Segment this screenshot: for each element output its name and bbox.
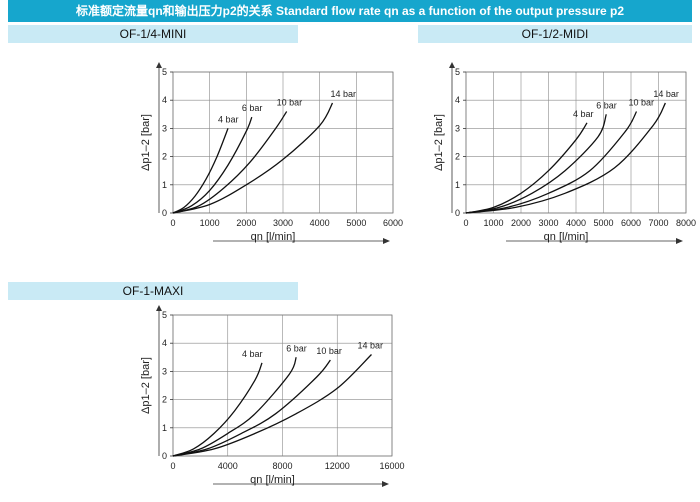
- page-title: 标准额定流量qn和输出压力p2的关系 Standard flow rate qn…: [8, 0, 692, 22]
- x-tick-label: 5000: [346, 218, 366, 228]
- y-tick-label: 2: [455, 152, 460, 162]
- plot-frame: [172, 71, 394, 214]
- series-line: [172, 128, 229, 214]
- x-axis-arrowhead: [676, 238, 683, 244]
- x-tick-label: 12000: [325, 461, 350, 471]
- x-axis-label: qn [l/min]: [250, 474, 295, 486]
- y-tick-label: 1: [455, 180, 460, 190]
- y-axis-label: Δp1–2 [bar]: [140, 357, 152, 414]
- x-axis-label: qn [l/min]: [544, 231, 589, 243]
- x-tick-label: 2000: [511, 218, 531, 228]
- series-line: [172, 102, 334, 214]
- y-tick-label: 4: [455, 95, 460, 105]
- y-axis-label: Δp1–2 [bar]: [433, 114, 445, 171]
- series-label: 4 bar: [573, 109, 594, 119]
- chart-midi: 0 1000 2000 3000 4000 5000 6000 7000 8000 0 1 2 3 4 5 q…: [433, 62, 696, 244]
- series-line: [172, 359, 331, 457]
- series-line: [172, 116, 253, 214]
- series-label: 4 bar: [242, 349, 263, 359]
- series-line: [465, 114, 607, 214]
- y-tick-label: 1: [162, 180, 167, 190]
- chart-title-mini: OF-1/4-MINI: [8, 25, 298, 43]
- x-tick-label: 0: [463, 218, 468, 228]
- x-tick-label: 0: [170, 218, 175, 228]
- y-tick-label: 5: [162, 310, 167, 320]
- y-axis-label: Δp1–2 [bar]: [140, 114, 152, 171]
- y-tick-label: 2: [162, 152, 167, 162]
- y-tick-label: 3: [162, 123, 167, 133]
- y-tick-label: 0: [162, 208, 167, 218]
- x-tick-label: 6000: [621, 218, 641, 228]
- series-line: [465, 102, 666, 214]
- chart-maxi: 0 4000 8000 12000 16000 0 1 2 3 4 5 qn [l/min] Δp1–2…: [140, 305, 405, 487]
- x-tick-label: 3000: [538, 218, 558, 228]
- series-line: [465, 122, 588, 214]
- series-label: 10 bar: [316, 346, 342, 356]
- series-line: [465, 111, 638, 214]
- y-tick-label: 1: [162, 423, 167, 433]
- chart-title-midi: OF-1/2-MIDI: [418, 25, 692, 43]
- x-axis-label: qn [l/min]: [251, 231, 296, 243]
- series-label: 6 bar: [242, 103, 263, 113]
- series-line: [172, 362, 263, 457]
- x-tick-label: 2000: [236, 218, 256, 228]
- y-tick-label: 2: [162, 395, 167, 405]
- x-tick-label: 4000: [218, 461, 238, 471]
- x-axis-arrowhead: [383, 238, 390, 244]
- series-line: [172, 111, 288, 214]
- x-tick-label: 3000: [273, 218, 293, 228]
- x-tick-label: 4000: [310, 218, 330, 228]
- x-tick-label: 16000: [379, 461, 404, 471]
- plot-frame: [465, 71, 687, 214]
- x-tick-label: 4000: [566, 218, 586, 228]
- series-label: 14 bar: [331, 89, 357, 99]
- series-line: [172, 354, 372, 457]
- series-label: 10 bar: [629, 97, 655, 107]
- y-axis-arrowhead: [156, 305, 162, 311]
- series-label: 6 bar: [596, 100, 617, 110]
- x-tick-label: 8000: [676, 218, 696, 228]
- x-tick-label: 1000: [200, 218, 220, 228]
- y-tick-label: 0: [455, 208, 460, 218]
- series-label: 10 bar: [277, 97, 303, 107]
- series-label: 14 bar: [653, 89, 679, 99]
- chart-title-maxi: OF-1-MAXI: [8, 282, 298, 300]
- y-tick-label: 4: [162, 338, 167, 348]
- series-line: [172, 357, 297, 457]
- series-label: 6 bar: [286, 343, 307, 353]
- x-axis-arrowhead: [382, 481, 389, 487]
- x-tick-label: 0: [170, 461, 175, 471]
- x-tick-label: 6000: [383, 218, 403, 228]
- y-tick-label: 5: [455, 67, 460, 77]
- series-label: 4 bar: [218, 114, 239, 124]
- y-axis-arrowhead: [156, 62, 162, 68]
- series-label: 14 bar: [357, 340, 383, 350]
- y-tick-label: 5: [162, 67, 167, 77]
- y-axis-arrowhead: [449, 62, 455, 68]
- y-tick-label: 3: [162, 366, 167, 376]
- x-tick-label: 5000: [593, 218, 613, 228]
- plot-frame: [172, 314, 393, 457]
- y-tick-label: 0: [162, 451, 167, 461]
- x-tick-label: 7000: [648, 218, 668, 228]
- y-tick-label: 4: [162, 95, 167, 105]
- y-tick-label: 3: [455, 123, 460, 133]
- x-tick-label: 1000: [483, 218, 503, 228]
- chart-mini: 0 1000 2000 3000 4000 5000 6000 0 1 2 3 4 5 qn [l/min…: [140, 62, 403, 244]
- x-tick-label: 8000: [272, 461, 292, 471]
